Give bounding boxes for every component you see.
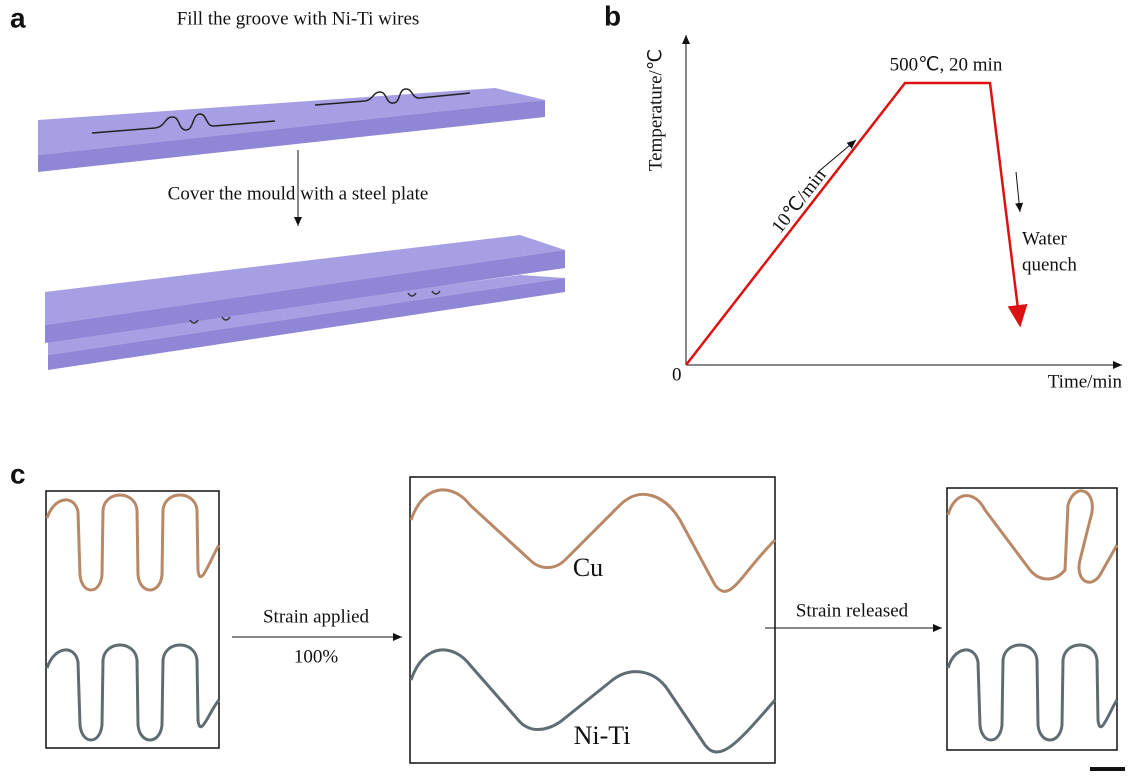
photo-released bbox=[946, 487, 1119, 751]
arrow bbox=[1015, 171, 1024, 213]
heating-curve bbox=[685, 81, 1028, 366]
photo-initial bbox=[45, 490, 221, 749]
panel-label: b bbox=[604, 0, 621, 31]
quench-label: quench bbox=[1022, 254, 1077, 275]
arrow bbox=[817, 139, 857, 173]
wire-label: Cu bbox=[573, 553, 603, 582]
photo-stretched: Cu Ni-Ti bbox=[409, 476, 777, 764]
step-text: Fill the groove with Ni-Ti wires bbox=[177, 8, 420, 29]
arrow-label: 100% bbox=[294, 646, 339, 667]
mould bbox=[38, 88, 545, 172]
panel-label: c bbox=[10, 458, 26, 489]
wire-label: Ni-Ti bbox=[574, 721, 631, 750]
quench-label: Water bbox=[1022, 228, 1068, 249]
ramp-label: 10℃/min bbox=[768, 165, 831, 238]
arrow-label: Strain released bbox=[796, 600, 909, 621]
arrow-label: Strain applied bbox=[263, 606, 370, 627]
panel-label: a bbox=[10, 2, 26, 33]
hold-label: 500℃, 20 min bbox=[890, 54, 1003, 75]
y-axis-label: Temperature/℃ bbox=[645, 49, 666, 171]
scale-bar bbox=[1090, 767, 1125, 771]
x-axis-label: Time/min bbox=[1048, 371, 1123, 392]
origin-label: 0 bbox=[672, 364, 682, 385]
mould-covered bbox=[45, 235, 565, 370]
step-text: Cover the mould with a steel plate bbox=[168, 183, 429, 204]
